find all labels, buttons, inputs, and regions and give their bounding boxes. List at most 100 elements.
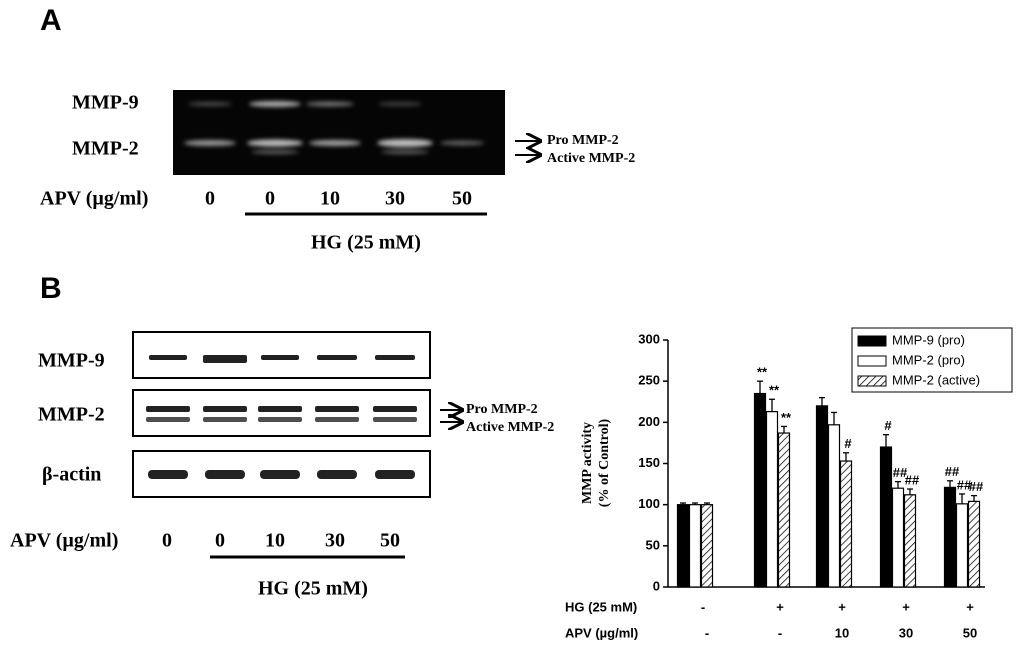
category-label: +: [776, 599, 784, 614]
band: [375, 355, 415, 360]
lane-label: 10: [265, 530, 285, 552]
band: [258, 406, 302, 412]
band: [148, 470, 188, 479]
legend-label: MMP-2 (pro): [892, 352, 965, 367]
bar: [903, 494, 917, 588]
legend-swatch: [857, 375, 887, 387]
legend-label: MMP-9 (pro): [892, 332, 965, 347]
row-label: MMP-2: [72, 138, 139, 160]
category-label: -: [778, 625, 782, 640]
lane-label: 30: [325, 530, 345, 552]
arrow-label: Pro MMP-2: [466, 402, 538, 417]
row-label: β-actin: [42, 464, 101, 486]
bar: [753, 392, 767, 588]
y-tick-label: 200: [638, 414, 660, 429]
significance: #: [884, 418, 892, 433]
category-label: +: [838, 599, 846, 614]
arrow-label: Active MMP-2: [466, 420, 554, 435]
lane-label: 50: [380, 530, 400, 552]
panel-label: B: [40, 272, 62, 305]
band: [203, 355, 247, 363]
category-label: -: [705, 625, 709, 640]
bar: [676, 504, 690, 588]
legend-swatch: [857, 335, 887, 347]
row-label: APV (µg/ml): [565, 625, 638, 640]
band: [258, 417, 302, 422]
significance: **: [757, 365, 768, 380]
lane-label: 0: [205, 188, 215, 210]
bar: [879, 446, 893, 588]
arrow-label: Pro MMP-2: [547, 133, 619, 148]
zymogram: [173, 90, 505, 175]
bar: [777, 432, 791, 588]
legend-label: MMP-2 (active): [892, 372, 980, 387]
band: [260, 470, 300, 479]
y-axis-label: MMP activity: [580, 422, 595, 504]
row-label: MMP-9: [38, 350, 105, 372]
band: [146, 406, 190, 412]
band: [373, 417, 417, 422]
bar: [955, 503, 969, 588]
significance: ##: [957, 477, 972, 492]
band: [315, 406, 359, 412]
blot-bands: [146, 355, 417, 479]
bar: [688, 504, 702, 588]
bar: [815, 405, 829, 588]
bar: [891, 487, 905, 588]
bar: [839, 460, 853, 588]
hg-label: HG (25 mM): [258, 578, 368, 600]
y-tick-label: 50: [646, 537, 660, 552]
lane-label: 0: [265, 188, 275, 210]
category-label: +: [966, 599, 974, 614]
bar: [700, 504, 714, 588]
bar-chart: 0 50 100 150 200 250 300 MMP activity (% of Cont…: [565, 327, 1013, 640]
y-tick-label: 150: [638, 455, 660, 470]
significance: #: [844, 436, 852, 451]
band: [373, 406, 417, 412]
y-axis-label: (% of Control): [597, 418, 612, 507]
band: [317, 470, 357, 479]
bar: [765, 411, 779, 588]
row-label: MMP-2: [38, 404, 105, 426]
category-label: 10: [835, 625, 849, 640]
apv-label: APV (µg/ml): [10, 530, 118, 552]
lane-label: 0: [162, 530, 172, 552]
band: [205, 470, 245, 479]
y-tick-label: 250: [638, 373, 660, 388]
lane-label: 30: [385, 188, 405, 210]
band: [261, 355, 299, 360]
y-tick-label: 0: [653, 578, 660, 593]
category-label: +: [902, 599, 910, 614]
apv-label: APV (µg/ml): [40, 188, 148, 210]
bar: [827, 424, 841, 588]
y-tick-label: 300: [638, 331, 660, 346]
hg-label: HG (25 mM): [311, 232, 421, 254]
band: [375, 470, 415, 479]
significance: **: [769, 383, 780, 398]
band: [203, 417, 247, 422]
bar: [967, 500, 981, 588]
category-label: 50: [963, 625, 977, 640]
lane-label: 10: [320, 188, 340, 210]
arrow-label: Active MMP-2: [547, 151, 635, 166]
y-tick-label: 100: [638, 496, 660, 511]
bar: [943, 486, 957, 588]
band: [149, 355, 187, 360]
band: [317, 355, 357, 360]
significance: ##: [893, 465, 908, 480]
legend-swatch: [857, 355, 887, 367]
row-label: MMP-9: [72, 92, 139, 114]
significance: **: [781, 410, 792, 425]
significance: ##: [905, 472, 920, 487]
significance: ##: [969, 479, 984, 494]
lane-label: 0: [215, 530, 225, 552]
row-label: HG (25 mM): [565, 599, 637, 614]
significance: ##: [945, 464, 960, 479]
band: [203, 406, 247, 412]
lane-label: 50: [452, 188, 472, 210]
panel-label: A: [40, 4, 62, 37]
category-label: 30: [899, 625, 913, 640]
band: [315, 417, 359, 422]
category-label: -: [701, 599, 705, 614]
